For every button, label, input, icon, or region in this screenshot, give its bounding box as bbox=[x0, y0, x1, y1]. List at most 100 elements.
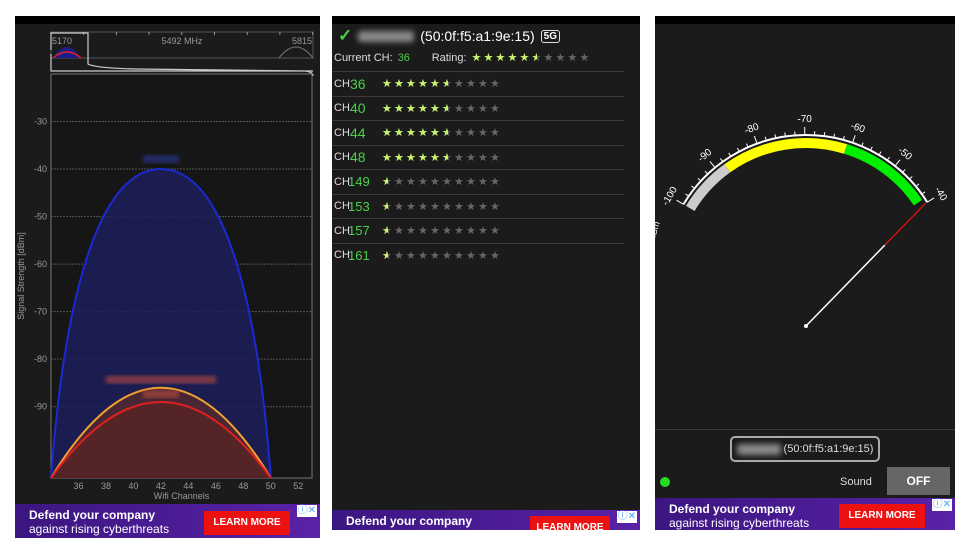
ch-number: 149 bbox=[348, 174, 370, 190]
star-icon: ★ bbox=[394, 176, 404, 189]
ad-subline: against rising cyberthreats bbox=[669, 516, 810, 530]
star-fill: ★ bbox=[418, 102, 428, 115]
star-icon: ★ bbox=[478, 102, 488, 115]
star-icon: ★ bbox=[466, 127, 476, 140]
star-icon: ★ bbox=[454, 225, 464, 238]
gauge-pivot bbox=[804, 324, 808, 328]
ad-banner[interactable]: Defend your company against rising cyber… bbox=[655, 498, 955, 530]
overview-mini-curve bbox=[52, 51, 82, 59]
star-fill: ★ bbox=[430, 78, 440, 91]
ch-label: CH bbox=[334, 200, 350, 213]
channel-row[interactable]: CH 161 ★ ★ ★ ★ ★ ★ ★ ★ ★ ★ ★ bbox=[332, 242, 624, 268]
current-channel-info: Current CH: 36 Rating: ★ ★ ★ ★ ★ ★ ★ ★ ★ ★ ★ ★ ★ ★ ★ ★ bbox=[334, 51, 591, 65]
star-icon: ★ ★ bbox=[394, 102, 404, 115]
gauge-zone bbox=[844, 144, 923, 206]
star-icon: ★ ★ bbox=[382, 249, 392, 262]
learn-more-button[interactable]: LEARN MORE bbox=[530, 516, 610, 530]
star-fill: ★ bbox=[394, 102, 404, 115]
gauge-tick bbox=[676, 199, 684, 205]
star-fill: ★ bbox=[430, 102, 440, 115]
gauge-tick bbox=[909, 176, 913, 180]
network-selector[interactable]: (50:0f:f5:a1:9e:15) bbox=[730, 436, 880, 462]
star-icon: ★ bbox=[442, 249, 452, 262]
star-icon: ★ bbox=[442, 176, 452, 189]
star-icon: ★ ★ bbox=[418, 78, 428, 91]
network-header[interactable]: ✓ (50:0f:f5:a1:9e:15) 5G bbox=[338, 26, 561, 46]
channel-row[interactable]: CH 153 ★ ★ ★ ★ ★ ★ ★ ★ ★ ★ ★ bbox=[332, 193, 624, 219]
ad-banner[interactable]: Defend your company LEARN MORE ⓘ✕ bbox=[332, 510, 640, 530]
star-icon: ★ bbox=[466, 151, 476, 164]
ch-label: CH bbox=[334, 77, 350, 90]
star-icon: ★ bbox=[478, 249, 488, 262]
star-fill: ★ bbox=[531, 52, 538, 64]
status-bar bbox=[15, 16, 320, 24]
overview-freq-start: 5170 bbox=[52, 36, 72, 46]
gauge-tick bbox=[720, 158, 724, 163]
ad-banner[interactable]: Defend your company against rising cyber… bbox=[15, 504, 320, 538]
star-fill: ★ bbox=[382, 225, 388, 238]
x-tick-label: 52 bbox=[293, 481, 303, 491]
star-fill: ★ bbox=[406, 102, 416, 115]
star-fill: ★ bbox=[442, 102, 448, 115]
star-fill: ★ bbox=[442, 78, 448, 91]
ad-close-icon[interactable]: ⓘ✕ bbox=[616, 511, 637, 523]
star-icon: ★ ★ bbox=[406, 151, 416, 164]
star-fill: ★ bbox=[418, 127, 428, 140]
signal-meter-panel: -100 -90 -80 -70 -60 -50 -40 dBm (50:0f:f5:a1:9… bbox=[655, 16, 955, 530]
y-tick-label: -70 bbox=[34, 307, 47, 317]
star-icon: ★ bbox=[406, 225, 416, 238]
sound-toggle-button[interactable]: OFF bbox=[887, 467, 950, 495]
overview-freq-center: 5492 MHz bbox=[161, 36, 203, 46]
star-icon: ★ bbox=[490, 249, 500, 262]
ssid-label-blurred bbox=[105, 375, 216, 384]
star-icon: ★ bbox=[490, 225, 500, 238]
star-icon: ★ ★ bbox=[406, 127, 416, 140]
star-icon: ★ ★ bbox=[531, 52, 542, 64]
star-icon: ★ bbox=[418, 249, 428, 262]
channel-row[interactable]: CH 44 ★ ★ ★ ★ ★ ★ ★ ★ ★ ★ ★ ★ ★ ★ ★ ★ bbox=[332, 120, 624, 145]
learn-more-button[interactable]: LEARN MORE bbox=[204, 511, 290, 535]
star-icon: ★ bbox=[567, 52, 578, 64]
star-icon: ★ bbox=[454, 200, 464, 213]
status-bar bbox=[655, 16, 955, 24]
ssid-label-blurred bbox=[142, 389, 179, 398]
channel-rating-list: CH 36 ★ ★ ★ ★ ★ ★ ★ ★ ★ ★ ★ ★ ★ ★ ★ ★ CH 40 ★ ★ ★ ★ ★ ★ ★ ★ ★ ★ ★ ★ ★ ★ ★ ★… bbox=[332, 71, 624, 267]
gauge-tick bbox=[823, 132, 826, 137]
star-icon: ★ ★ bbox=[418, 127, 428, 140]
star-icon: ★ bbox=[454, 102, 464, 115]
star-icon: ★ bbox=[555, 52, 566, 64]
gauge-zone bbox=[724, 138, 848, 173]
star-icon: ★ ★ bbox=[471, 52, 482, 64]
gauge-tick bbox=[704, 170, 709, 175]
star-icon: ★ ★ bbox=[406, 102, 416, 115]
channel-row[interactable]: CH 157 ★ ★ ★ ★ ★ ★ ★ ★ ★ ★ ★ bbox=[332, 218, 624, 243]
star-icon: ★ bbox=[454, 151, 464, 164]
star-icon: ★ ★ bbox=[382, 78, 392, 91]
channel-row[interactable]: CH 149 ★ ★ ★ ★ ★ ★ ★ ★ ★ ★ ★ bbox=[332, 169, 624, 194]
star-icon: ★ bbox=[394, 200, 404, 213]
star-icon: ★ bbox=[466, 102, 476, 115]
gauge-tick bbox=[691, 185, 695, 189]
star-icon: ★ ★ bbox=[382, 151, 392, 164]
star-icon: ★ bbox=[490, 102, 500, 115]
ad-close-icon[interactable]: ⓘ✕ bbox=[296, 505, 317, 517]
gauge-tick bbox=[870, 146, 873, 151]
star-icon: ★ ★ bbox=[507, 52, 518, 64]
channel-row[interactable]: CH 48 ★ ★ ★ ★ ★ ★ ★ ★ ★ ★ ★ ★ ★ ★ ★ ★ bbox=[332, 144, 624, 170]
y-tick-label: -40 bbox=[34, 164, 47, 174]
star-icon: ★ ★ bbox=[483, 52, 494, 64]
ch-number: 153 bbox=[348, 198, 370, 214]
channel-row[interactable]: CH 36 ★ ★ ★ ★ ★ ★ ★ ★ ★ ★ ★ ★ ★ ★ ★ ★ bbox=[332, 71, 624, 96]
gauge-tick bbox=[753, 135, 758, 144]
channel-rating-stars: ★ ★ ★ ★ ★ ★ ★ ★ ★ ★ ★ bbox=[382, 200, 501, 213]
x-tick-label: 46 bbox=[211, 481, 221, 491]
check-icon: ✓ bbox=[338, 26, 353, 45]
ad-close-icon[interactable]: ⓘ✕ bbox=[931, 499, 952, 511]
star-fill: ★ bbox=[418, 151, 428, 164]
learn-more-button[interactable]: LEARN MORE bbox=[839, 504, 925, 528]
channel-graph[interactable]: 5170 5492 MHz 5815 -30 -40 -50 -60 -70 -80 -90 36 3… bbox=[15, 16, 320, 506]
star-fill: ★ bbox=[483, 52, 494, 64]
channel-row[interactable]: CH 40 ★ ★ ★ ★ ★ ★ ★ ★ ★ ★ ★ ★ ★ ★ ★ ★ bbox=[332, 95, 624, 121]
x-tick-label: 44 bbox=[183, 481, 193, 491]
star-icon: ★ bbox=[490, 200, 500, 213]
